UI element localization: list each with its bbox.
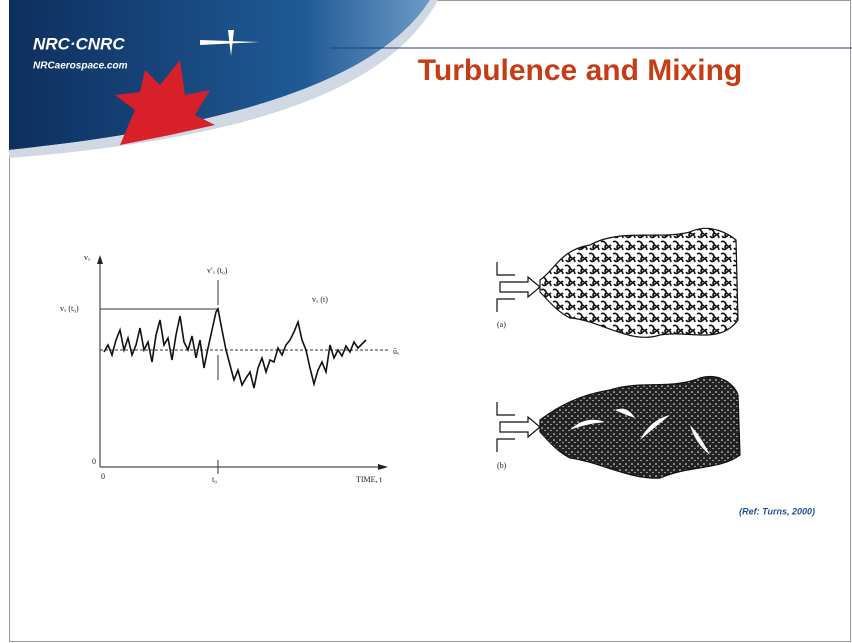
logo: NRC·CNRC: [33, 34, 125, 53]
jet-a: [540, 228, 738, 337]
fluct-label: v′ₓ (t₀): [207, 266, 228, 275]
y-axis-label: vₓ: [84, 253, 91, 262]
y-arrow: [97, 255, 103, 264]
slide-title: Turbulence and Mixing: [418, 54, 742, 87]
slide: NRC·CNRC NRCaerospace.com Turbulence and…: [0, 0, 852, 643]
reference: (Ref: Turns, 2000): [739, 506, 815, 516]
jet-b: [540, 376, 740, 478]
flow-arrow-a: [500, 277, 540, 297]
velocity-figure: vₓ vₓ (t₀) v′ₓ (t₀) vₓ (t) ūₓ 0 0 t₀ TIM…: [60, 253, 400, 484]
level-label: vₓ (t₀): [60, 304, 79, 313]
t0-label: t₀: [212, 475, 217, 484]
x-arrow: [378, 464, 388, 470]
jet-figure: (a) (b): [497, 228, 740, 478]
y-origin: 0: [92, 457, 96, 466]
velocity-signal: [104, 309, 366, 388]
slide-canvas: NRC·CNRC NRCaerospace.com Turbulence and…: [0, 0, 852, 643]
mean-label: ūₓ: [393, 347, 400, 356]
signal-label: vₓ (t): [312, 295, 328, 304]
website: NRCaerospace.com: [33, 61, 128, 72]
panel-a-label: (a): [497, 320, 506, 329]
panel-b-label: (b): [497, 461, 507, 470]
flow-arrow-b: [500, 417, 540, 437]
x-origin: 0: [101, 472, 105, 481]
x-axis-label: TIME, t: [356, 475, 383, 484]
